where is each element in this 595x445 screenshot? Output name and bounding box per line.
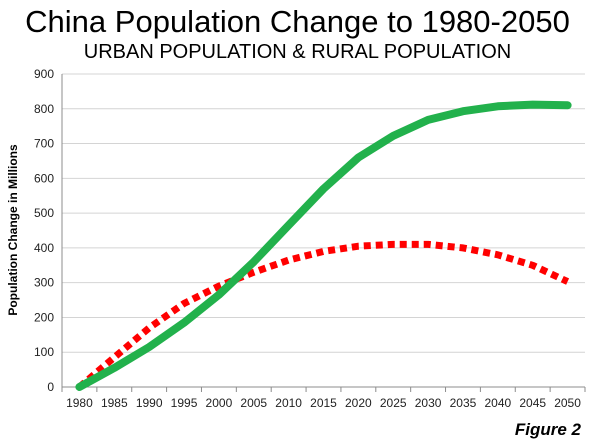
x-tick-label: 2005 <box>240 396 267 410</box>
chart-title: China Population Change to 1980-2050 <box>25 4 570 39</box>
x-tick-label: 2025 <box>380 396 407 410</box>
y-axis-title: Population Change in Millions <box>6 144 20 316</box>
x-tick-label: 2015 <box>310 396 337 410</box>
y-tick-label: 800 <box>34 102 54 116</box>
y-tick-label: 600 <box>34 171 54 185</box>
y-tick-label: 500 <box>34 206 54 220</box>
x-tick-label: 1985 <box>101 396 128 410</box>
y-tick-label: 400 <box>34 241 54 255</box>
x-tick-label: 2050 <box>554 396 581 410</box>
x-tick-label: 1990 <box>136 396 163 410</box>
x-tick-label: 2040 <box>484 396 511 410</box>
y-tick-label: 100 <box>34 345 54 359</box>
series-line-dotted <box>77 240 570 390</box>
x-tick-label: 2035 <box>450 396 477 410</box>
x-tick-label: 1980 <box>66 396 93 410</box>
series-line-solid <box>75 100 572 391</box>
x-tick-label: 2010 <box>275 396 302 410</box>
chart-subtitle: URBAN POPULATION & RURAL POPULATION <box>83 41 512 63</box>
x-tick-label: 1995 <box>171 396 198 410</box>
y-tick-label: 0 <box>47 380 54 394</box>
y-tick-label: 200 <box>34 310 54 324</box>
y-tick-label: 700 <box>34 137 54 151</box>
x-tick-label: 2045 <box>519 396 546 410</box>
x-tick-label: 2030 <box>415 396 442 410</box>
x-tick-label: 2020 <box>345 396 372 410</box>
y-tick-label: 900 <box>34 67 54 81</box>
y-tick-label: 300 <box>34 276 54 290</box>
x-tick-label: 2000 <box>206 396 233 410</box>
figure-label: Figure 2 <box>514 420 581 439</box>
